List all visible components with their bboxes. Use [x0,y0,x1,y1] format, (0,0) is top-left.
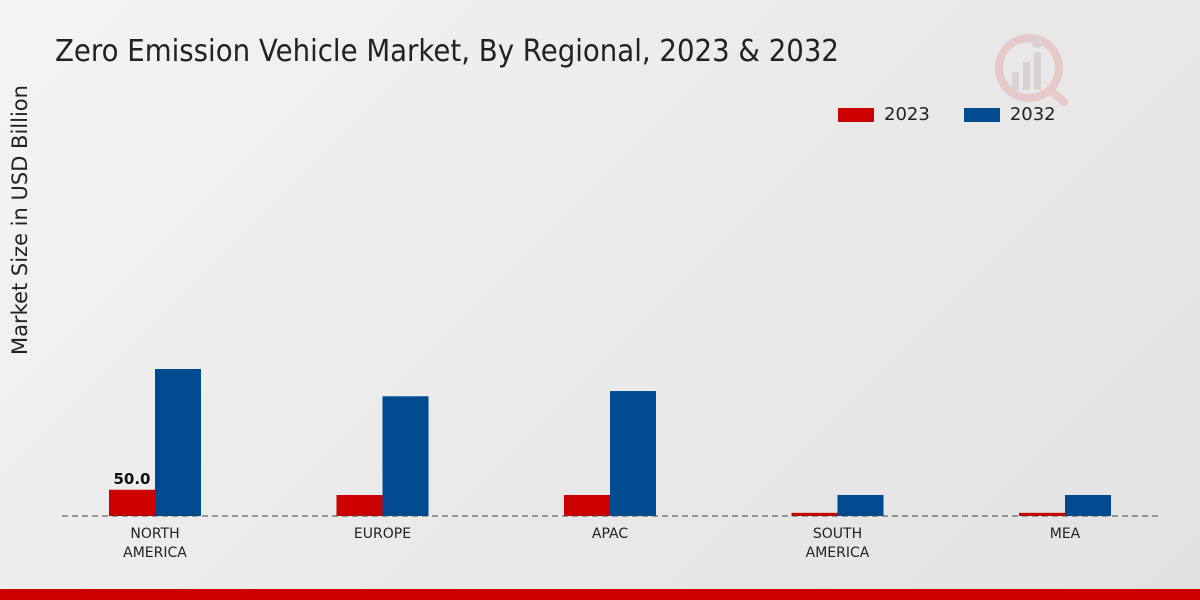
legend-item-2023: 2023 [838,104,930,125]
bar-2032-4 [1065,495,1111,516]
bar-2032-2 [610,391,656,516]
legend-swatch-2023 [838,107,874,122]
x-tick-label-1: EUROPE [354,526,411,542]
data-labels: 50.0 [113,470,150,488]
brand-logo-icon [995,34,1068,106]
bar-2032-3 [837,495,884,516]
footer-bar [0,589,1200,600]
legend-label-2023: 2023 [884,104,930,125]
chart-title: Zero Emission Vehicle Market, By Regiona… [55,34,839,69]
bars-group [109,369,1111,516]
x-tick-label-4: MEA [1050,526,1081,542]
bar-2032-0 [155,369,201,516]
bar-2023-4 [1019,512,1065,516]
x-tick-label-2: APAC [592,526,628,542]
bar-2023-0 [109,489,155,516]
bar-2023-3 [791,512,838,516]
bar-2032-1 [382,396,429,516]
legend-item-2032: 2032 [963,104,1056,125]
x-tick-label-0: NORTH AMERICA [123,526,187,561]
bar-2023-2 [564,495,610,516]
x-tick-labels: NORTH AMERICA EUROPE APAC SOUTH AMERICA MEA [123,526,1081,561]
legend: 2023 2032 [838,104,1090,125]
bar-2023-1 [336,495,383,516]
data-label-0: 50.0 [113,470,150,488]
legend-label-2032: 2032 [1009,104,1056,125]
x-tick-label-3: SOUTH AMERICA [806,526,870,561]
legend-swatch-2032 [963,107,1000,122]
